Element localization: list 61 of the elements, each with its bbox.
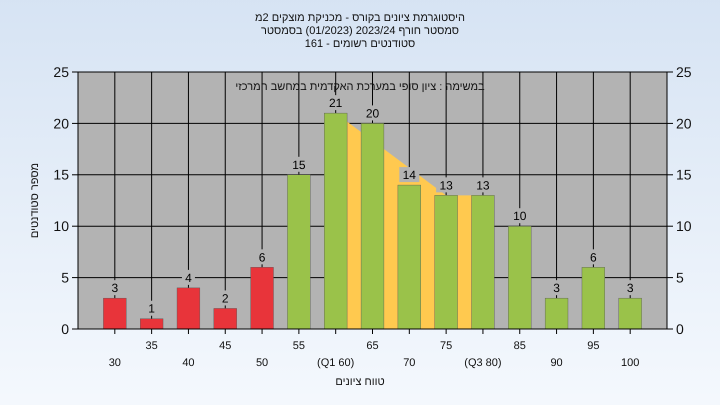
data-label: 6 xyxy=(590,250,598,264)
x-tick-label: 65 xyxy=(366,340,379,352)
x-tick-label: 55 xyxy=(292,340,305,352)
data-label: 10 xyxy=(513,209,527,224)
x-tick-label: 95 xyxy=(587,340,600,352)
bar xyxy=(582,267,605,330)
data-label: 2 xyxy=(222,291,229,306)
bar xyxy=(434,195,458,330)
bar xyxy=(544,298,568,330)
bar xyxy=(398,184,421,330)
y2-tick-label: 10 xyxy=(676,218,692,234)
y-tick-label: 5 xyxy=(61,270,70,286)
y2-tick-label: 0 xyxy=(676,320,684,337)
x-tick-label: 90 xyxy=(550,357,563,369)
data-label: 3 xyxy=(553,281,560,296)
y2-tick-label: 5 xyxy=(676,270,684,286)
data-label: 14 xyxy=(402,168,416,182)
data-label: 13 xyxy=(439,178,454,192)
chart-subtitle: סמסטר חורף 2023/24 (01/2023) בסמסטר סטודנטים רשומים - 161 xyxy=(260,25,460,50)
x-tick-label: (Q3 80) xyxy=(464,357,502,369)
y2-tick-label: 20 xyxy=(676,115,692,132)
y-tick-label: 10 xyxy=(53,218,70,234)
x-tick-label: 50 xyxy=(256,357,268,369)
bar xyxy=(360,123,384,330)
x-tick-label: 100 xyxy=(621,357,640,369)
x-tick-label: (Q1 60) xyxy=(317,357,354,369)
bar xyxy=(324,112,348,330)
data-label: 1 xyxy=(148,302,156,316)
x-tick-label: 75 xyxy=(440,340,452,352)
y2-tick-label: 25 xyxy=(676,64,692,80)
y-tick-label: 25 xyxy=(53,64,70,80)
y-tick-label: 0 xyxy=(61,320,70,337)
x-tick-label: 70 xyxy=(403,357,416,369)
data-label: 3 xyxy=(111,281,118,296)
y-tick-label: 15 xyxy=(53,166,70,183)
data-label: 3 xyxy=(626,281,634,296)
data-label: 21 xyxy=(329,96,343,110)
y2-tick-label: 15 xyxy=(676,166,692,183)
bar xyxy=(140,318,164,330)
x-tick-label: 85 xyxy=(514,340,526,352)
data-label: 4 xyxy=(185,270,192,285)
bar xyxy=(176,288,200,330)
data-label: 6 xyxy=(258,250,266,264)
bar xyxy=(287,174,310,330)
bar xyxy=(508,226,532,330)
bar xyxy=(250,267,274,330)
x-tick-label: 45 xyxy=(219,340,232,352)
bar xyxy=(618,298,642,330)
data-label: 20 xyxy=(366,106,380,120)
bar xyxy=(214,308,237,330)
x-tick-label: 35 xyxy=(146,340,158,352)
bar xyxy=(103,298,126,330)
x-tick-label: 40 xyxy=(182,357,195,369)
y-axis-title: מספר סטודנטים xyxy=(29,162,41,238)
x-axis-title: טווח ציונים xyxy=(335,376,385,388)
bar xyxy=(471,195,495,330)
data-label: 13 xyxy=(476,178,490,192)
chart-title: היסטוגרמת ציונים בקורס - מכניקת מוצקים 2מ xyxy=(254,12,466,24)
x-tick-label: 30 xyxy=(108,357,121,369)
y-tick-label: 20 xyxy=(53,115,70,132)
data-label: 15 xyxy=(292,158,306,172)
